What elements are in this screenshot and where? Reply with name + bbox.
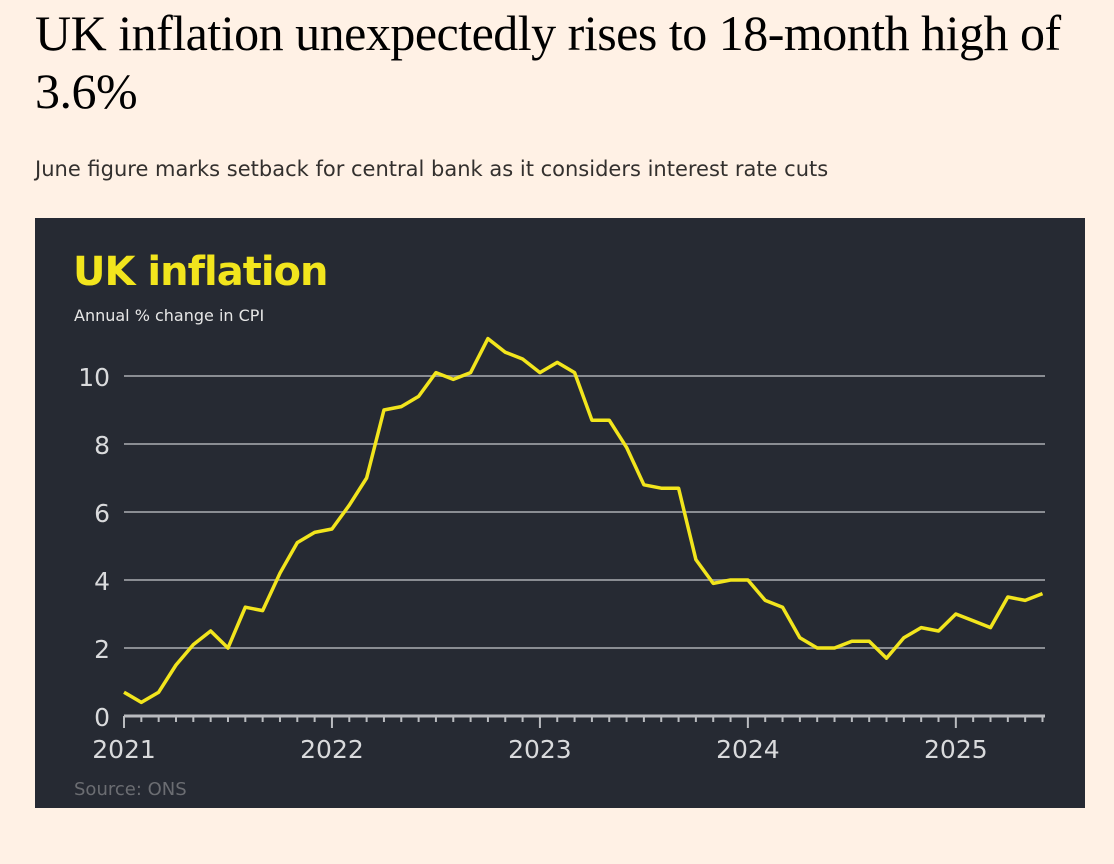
y-tick-label: 4 bbox=[94, 567, 110, 596]
x-tick-label: 2021 bbox=[92, 735, 156, 764]
cpi-line bbox=[123, 336, 1044, 705]
y-tick-label: 2 bbox=[94, 635, 110, 664]
x-tick-label: 2025 bbox=[924, 735, 988, 764]
standfirst: June figure marks setback for central ba… bbox=[35, 157, 829, 181]
y-tick-label: 8 bbox=[94, 431, 110, 460]
chart-source: Source: ONS bbox=[74, 779, 187, 800]
y-tick-label: 0 bbox=[94, 703, 110, 732]
y-tick-label: 10 bbox=[78, 363, 110, 392]
chart-title: UK inflation bbox=[73, 249, 327, 295]
y-tick-label: 6 bbox=[94, 499, 110, 528]
inflation-chart: UK inflation Annual % change in CPI 0 2 4 6… bbox=[73, 249, 1045, 800]
x-tick-label: 2023 bbox=[508, 735, 572, 764]
chart-panel: UK inflation Annual % change in CPI 0 2 4 6… bbox=[35, 218, 1085, 808]
x-tick-label: 2022 bbox=[300, 735, 364, 764]
chart-subtitle: Annual % change in CPI bbox=[74, 306, 264, 325]
headline: UK inflation unexpectedly rises to 18-mo… bbox=[35, 5, 1061, 119]
x-tick-label: 2024 bbox=[716, 735, 780, 764]
